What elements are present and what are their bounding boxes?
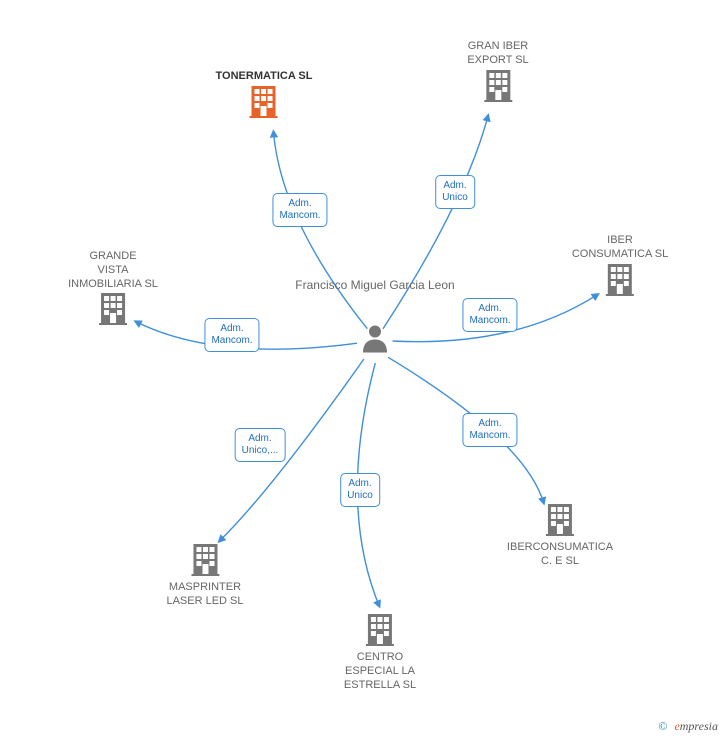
building-icon — [605, 262, 635, 301]
edge-graniber — [383, 115, 488, 329]
node-grandevista: GRANDE VISTA INMOBILIARIA SL — [68, 250, 158, 330]
node-label: GRAN IBER EXPORT SL — [467, 40, 528, 68]
building-icon — [249, 84, 279, 123]
center-person-label: Francisco Miguel Garcia Leon — [295, 278, 454, 294]
building-icon — [545, 502, 575, 541]
edge-label-grandevista: Adm. Mancom. — [204, 318, 259, 352]
building-icon — [190, 542, 220, 581]
diagram-canvas: TONERMATICA SL GRAN IBER EXPORT SL IBER … — [0, 0, 728, 740]
copyright-symbol: © — [658, 719, 667, 733]
node-label: MASPRINTER LASER LED SL — [166, 581, 243, 609]
node-iberconsu: IBER CONSUMATICA SL — [572, 234, 668, 301]
node-label: IBER CONSUMATICA SL — [572, 234, 668, 262]
edge-label-tonermatica: Adm. Mancom. — [272, 193, 327, 227]
edge-label-iberconsu: Adm. Mancom. — [462, 298, 517, 332]
node-label: TONERMATICA SL — [216, 70, 313, 84]
node-label: GRANDE VISTA INMOBILIARIA SL — [68, 250, 158, 291]
center-person-icon — [361, 323, 389, 358]
edge-label-iberconsuce: Adm. Mancom. — [462, 413, 517, 447]
building-icon — [98, 291, 128, 330]
footer-brand: © empresia — [658, 719, 718, 734]
edge-label-centro: Adm. Unico — [340, 473, 380, 507]
building-icon — [483, 68, 513, 107]
building-icon — [365, 612, 395, 651]
node-label: CENTRO ESPECIAL LA ESTRELLA SL — [344, 651, 416, 692]
edge-label-masprinter: Adm. Unico,... — [235, 428, 286, 462]
node-centro: CENTRO ESPECIAL LA ESTRELLA SL — [344, 612, 416, 692]
edge-tonermatica — [273, 131, 367, 329]
node-label: IBERCONSUMATICA C. E SL — [507, 541, 613, 569]
node-graniber: GRAN IBER EXPORT SL — [467, 40, 528, 107]
node-tonermatica: TONERMATICA SL — [216, 70, 313, 123]
brand-rest: mpresia — [680, 719, 718, 733]
edge-label-graniber: Adm. Unico — [435, 175, 475, 209]
node-iberconsuce: IBERCONSUMATICA C. E SL — [507, 502, 613, 569]
node-masprinter: MASPRINTER LASER LED SL — [166, 542, 243, 609]
